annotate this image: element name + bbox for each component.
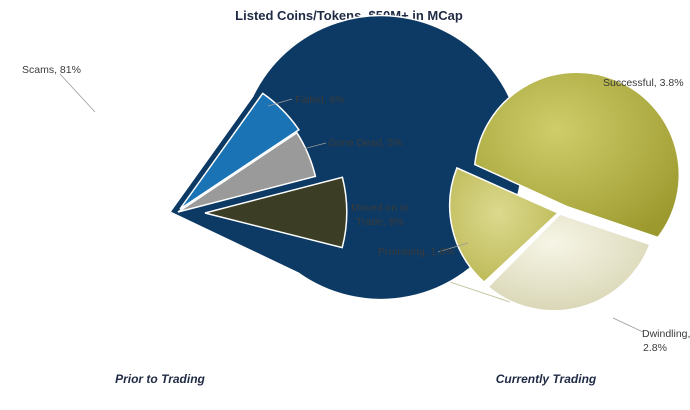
caption-prior-to-trading: Prior to Trading (115, 372, 205, 386)
leader-line-dwindling (612, 317, 644, 333)
leader-line-scams (59, 73, 96, 113)
slice-label-moved-on-to-trade-line-2: Trade, 8% (356, 216, 404, 228)
slice-label-successful: Successful, 3.8% (603, 77, 684, 89)
leader-line-promising (437, 242, 469, 253)
caption-currently-trading: Currently Trading (496, 372, 597, 386)
slice-label-promising: Promising, 1.6% (378, 246, 454, 258)
slice-label-scams: Scams, 81% (22, 64, 81, 76)
slice-successful (473, 71, 681, 239)
slice-promising (449, 166, 560, 284)
slice-dwindling (486, 213, 651, 312)
leader-line-gone-dead (302, 142, 327, 150)
slice-label-dwindling-line-2: 2.8% (643, 342, 667, 354)
slice-label-gone-dead: Gone Dead, 5% (328, 137, 403, 149)
slice-moved-on-to-trade (204, 176, 348, 249)
slice-label-failed: Failed, 6% (295, 94, 345, 106)
slice-gone-dead (177, 131, 317, 213)
leader-line-failed (267, 98, 293, 107)
slice-failed (179, 92, 300, 210)
slice-label-dwindling-line-1: Dwindling, (642, 328, 690, 340)
slice-label-moved-on-to-trade-line-1: Moved on to (351, 202, 409, 214)
